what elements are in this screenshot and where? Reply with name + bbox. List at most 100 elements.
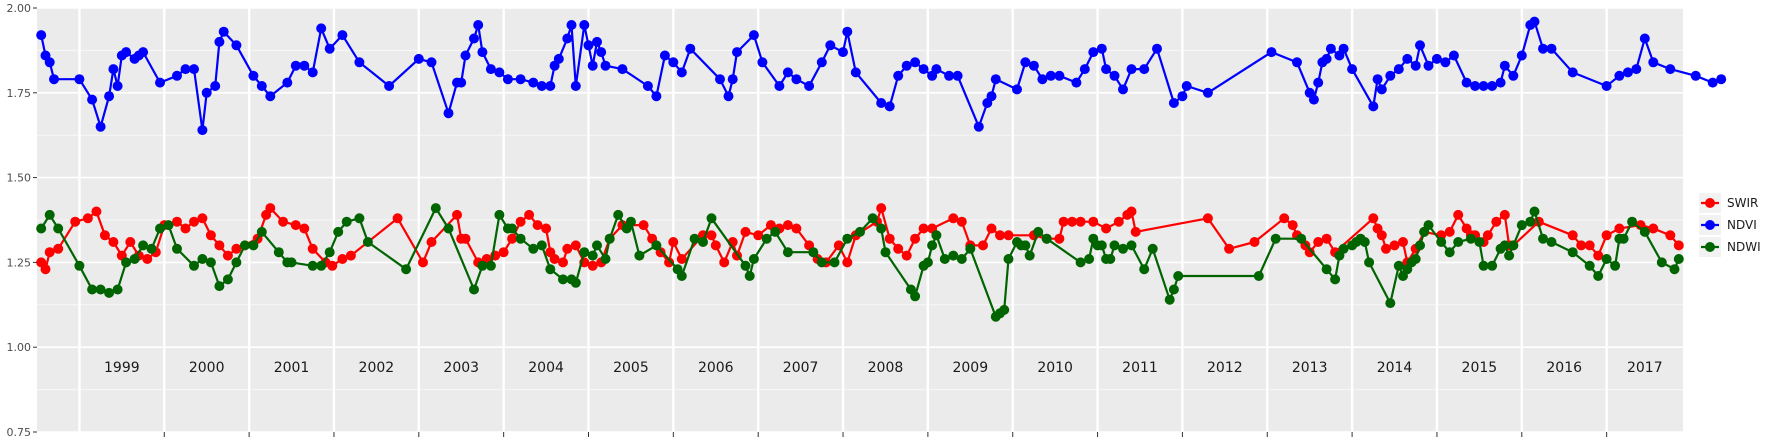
data-point <box>1487 81 1498 91</box>
data-point <box>901 250 912 261</box>
data-point <box>528 243 539 254</box>
data-point <box>825 40 836 51</box>
data-point <box>469 284 479 295</box>
data-point <box>1482 230 1493 241</box>
data-point <box>1631 64 1642 75</box>
data-point <box>36 30 47 41</box>
data-point <box>592 36 602 47</box>
data-point <box>1593 271 1604 281</box>
data-point <box>1478 260 1489 271</box>
data-point <box>1622 67 1633 78</box>
data-point <box>1313 77 1324 88</box>
data-point <box>931 230 942 241</box>
data-point <box>231 243 242 254</box>
data-point <box>973 121 984 132</box>
data-point <box>430 203 441 214</box>
data-point <box>566 20 577 30</box>
year-label: 2002 <box>359 360 395 376</box>
data-point <box>265 203 276 214</box>
data-point <box>1118 243 1128 254</box>
year-label: 2011 <box>1122 360 1158 376</box>
data-point <box>91 206 102 217</box>
y-tick-label: 1.00 <box>7 341 32 354</box>
year-label: 2012 <box>1207 360 1243 376</box>
data-point <box>1576 240 1587 251</box>
data-point <box>1054 70 1065 81</box>
data-point <box>1079 64 1090 75</box>
data-point <box>1313 237 1324 247</box>
data-point <box>333 226 344 237</box>
data-point <box>1321 233 1332 244</box>
data-point <box>172 70 182 81</box>
data-point <box>1020 240 1031 251</box>
data-point <box>197 254 208 264</box>
data-point <box>1152 43 1162 54</box>
data-point <box>1601 230 1612 241</box>
data-point <box>1270 233 1281 244</box>
data-point <box>651 91 662 102</box>
data-point <box>761 233 772 244</box>
data-point <box>816 57 827 68</box>
data-point <box>1538 233 1548 244</box>
data-point <box>460 233 471 244</box>
data-point <box>1279 213 1290 224</box>
data-point <box>884 233 895 244</box>
data-point <box>494 209 505 220</box>
data-point <box>104 287 115 298</box>
data-point <box>1673 240 1684 251</box>
data-point <box>816 257 827 268</box>
legend-label-ndwi: NDWI <box>1727 240 1761 254</box>
data-point <box>1347 64 1358 75</box>
data-point <box>1105 254 1116 264</box>
data-point <box>485 64 496 75</box>
data-point <box>1453 209 1464 220</box>
year-label: 2017 <box>1627 360 1663 376</box>
data-point <box>808 247 819 258</box>
data-point <box>477 260 488 271</box>
data-point <box>1308 94 1319 105</box>
data-point <box>99 230 110 241</box>
data-point <box>948 213 959 224</box>
data-point <box>579 247 590 258</box>
data-point <box>1440 57 1451 68</box>
data-point <box>1516 220 1527 231</box>
data-point <box>460 50 471 61</box>
data-point <box>155 77 165 88</box>
data-point <box>562 243 573 254</box>
legend-key-marker <box>1705 220 1715 230</box>
data-point <box>600 60 611 71</box>
data-point <box>1444 226 1455 237</box>
data-point <box>676 67 687 78</box>
data-point <box>1461 77 1472 88</box>
data-point <box>337 254 348 264</box>
data-point <box>452 209 462 220</box>
legend-label-swir: SWIR <box>1727 196 1758 210</box>
data-point <box>1410 60 1421 71</box>
data-point <box>1368 101 1379 112</box>
data-point <box>1487 260 1498 271</box>
data-point <box>986 91 997 102</box>
data-point <box>180 223 191 234</box>
data-point <box>740 226 751 237</box>
data-point <box>1423 60 1434 71</box>
data-point <box>901 60 912 71</box>
data-point <box>1423 220 1434 231</box>
data-point <box>596 47 607 58</box>
data-point <box>1393 260 1404 271</box>
data-point <box>978 240 988 251</box>
data-point <box>876 98 887 108</box>
data-point <box>732 47 742 58</box>
data-point <box>545 81 556 91</box>
data-point <box>1402 53 1413 64</box>
year-label: 2009 <box>952 360 988 376</box>
data-point <box>1330 274 1341 285</box>
data-point <box>384 81 395 91</box>
data-point <box>286 257 297 268</box>
data-point <box>469 33 479 44</box>
data-point <box>532 220 543 231</box>
data-point <box>324 247 335 258</box>
data-point <box>1584 260 1595 271</box>
data-point <box>1338 243 1349 254</box>
data-point <box>172 216 182 227</box>
